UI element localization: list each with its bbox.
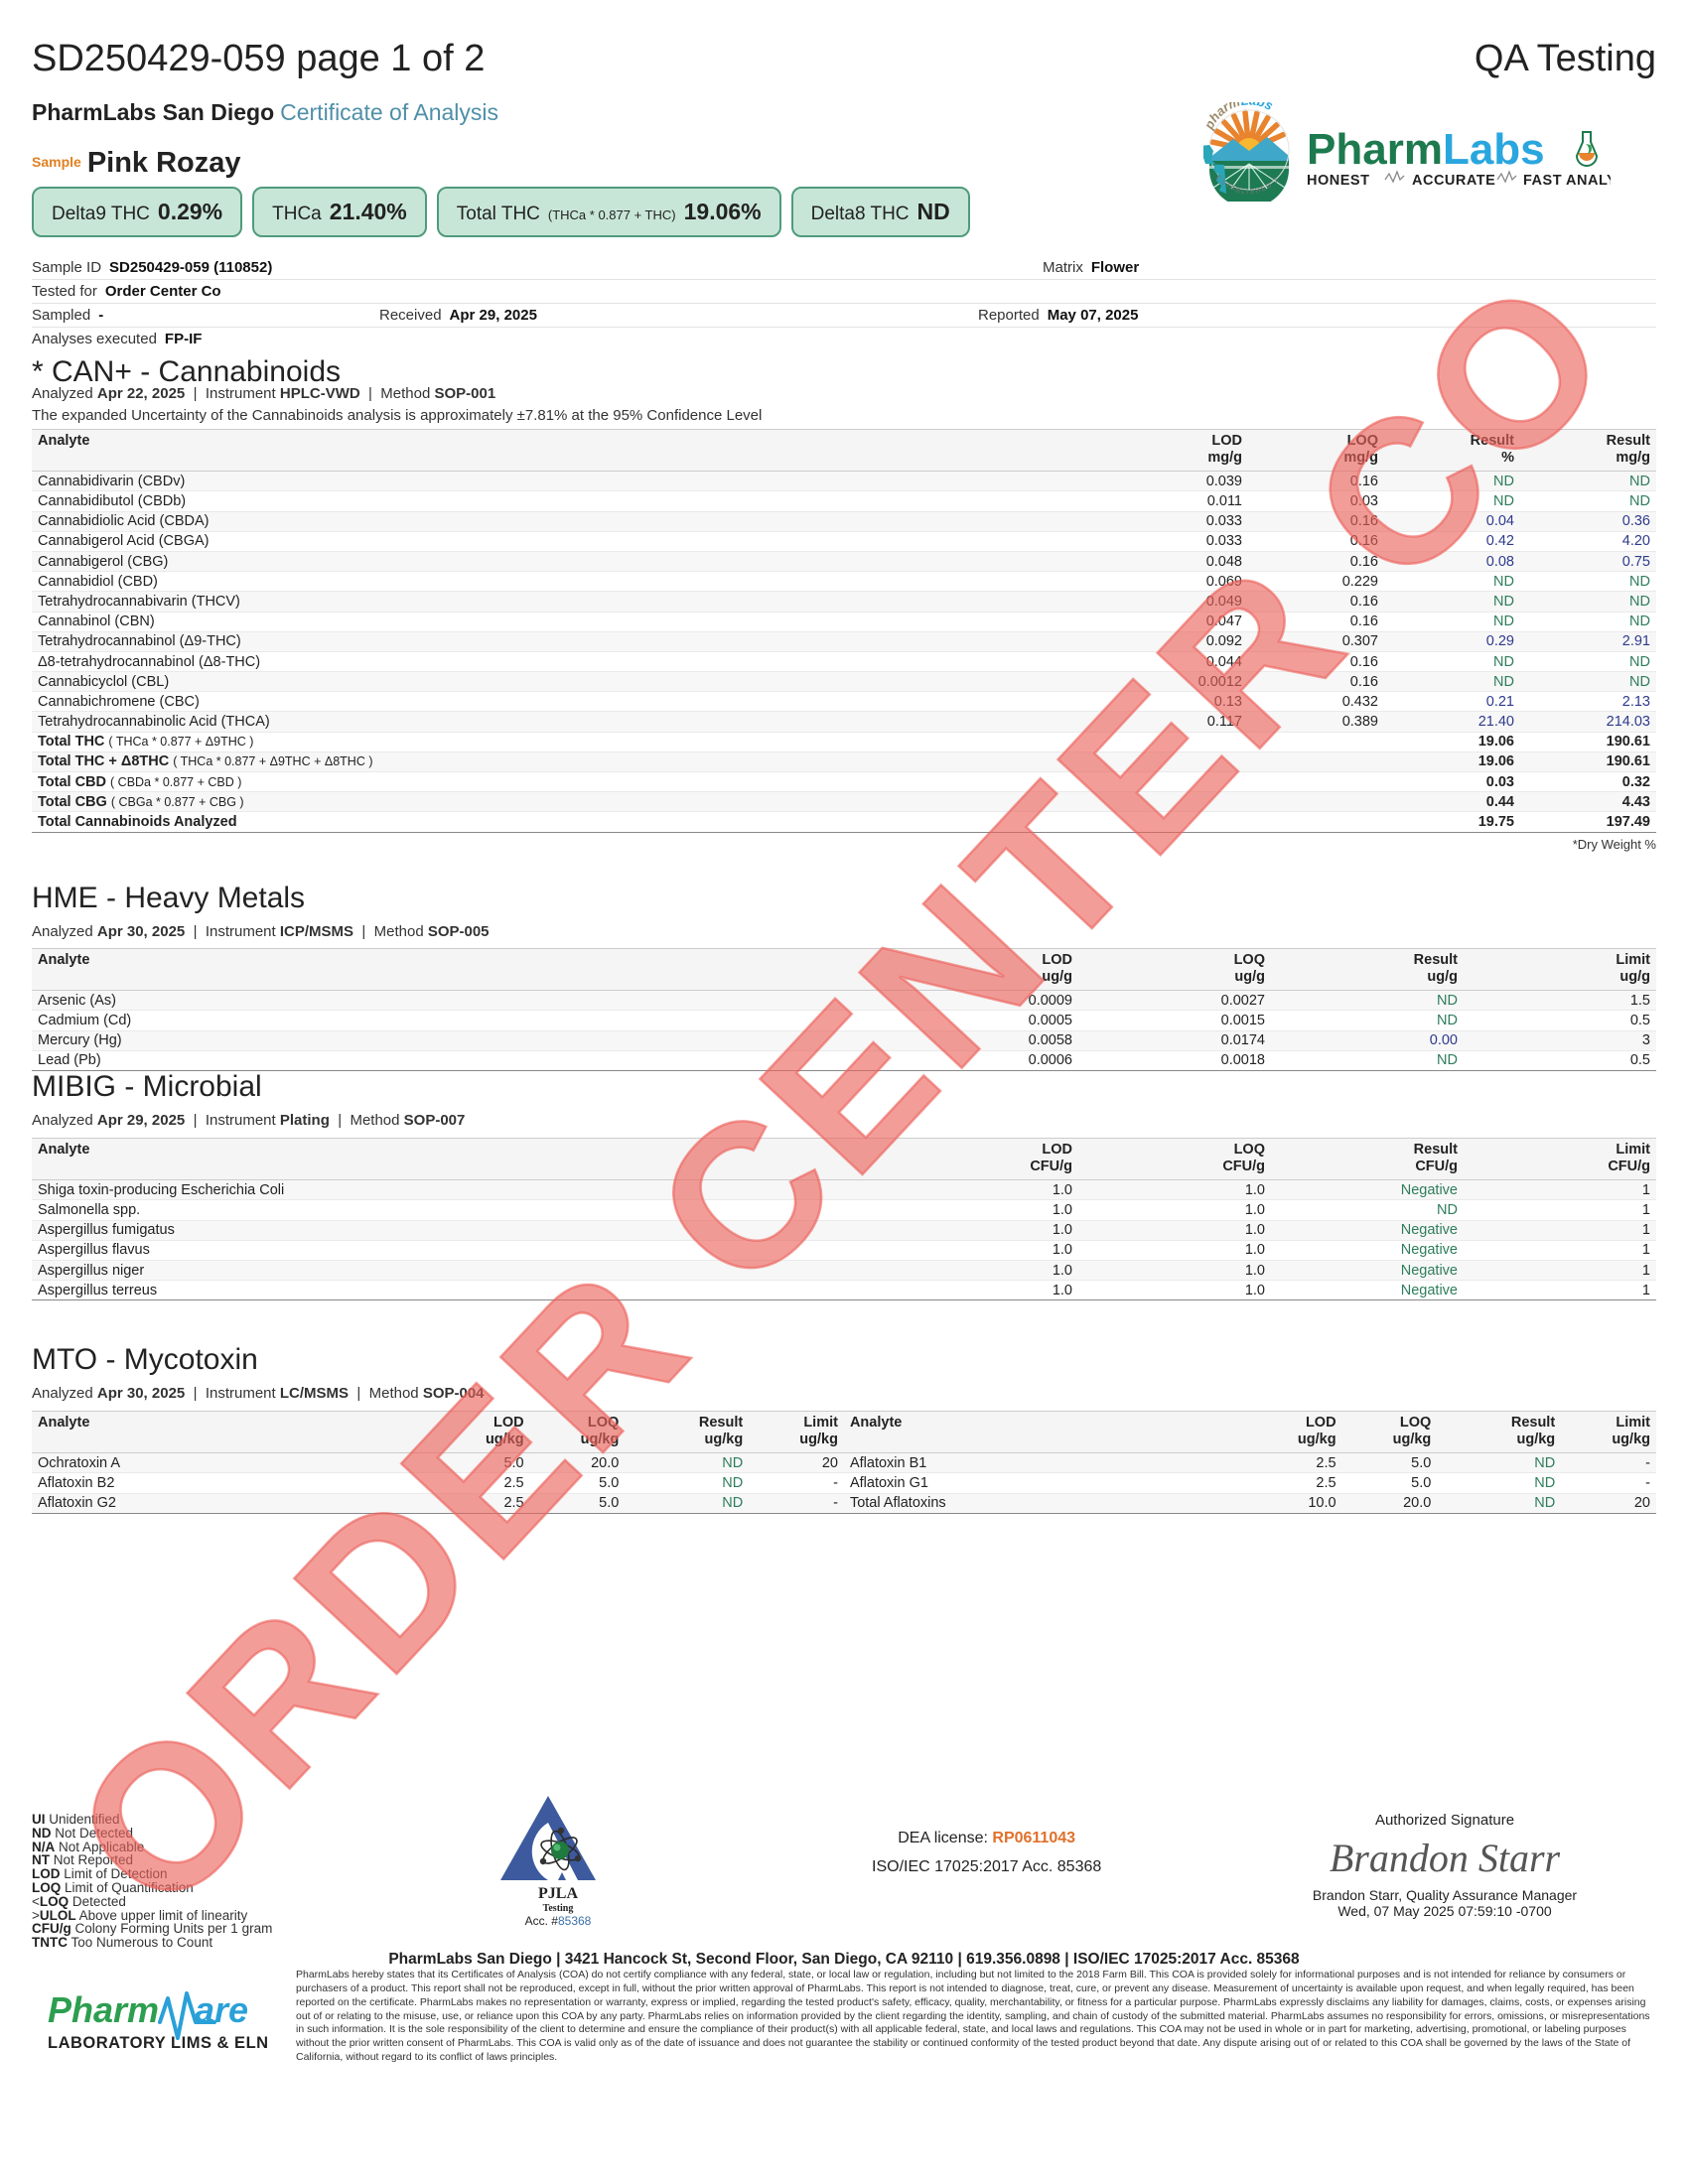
- svg-text:Pharm: Pharm: [48, 1989, 159, 2030]
- svg-text:are: are: [195, 1989, 248, 2030]
- svg-text:FAST ANALYTICS: FAST ANALYTICS: [1523, 173, 1611, 189]
- svg-text:HONEST: HONEST: [1307, 173, 1369, 189]
- svg-text:LABORATORY LIMS & ELN: LABORATORY LIMS & ELN: [48, 2034, 269, 2052]
- svg-text:PharmLabs: PharmLabs: [1307, 125, 1545, 174]
- svg-text:ACCURATE: ACCURATE: [1412, 173, 1495, 189]
